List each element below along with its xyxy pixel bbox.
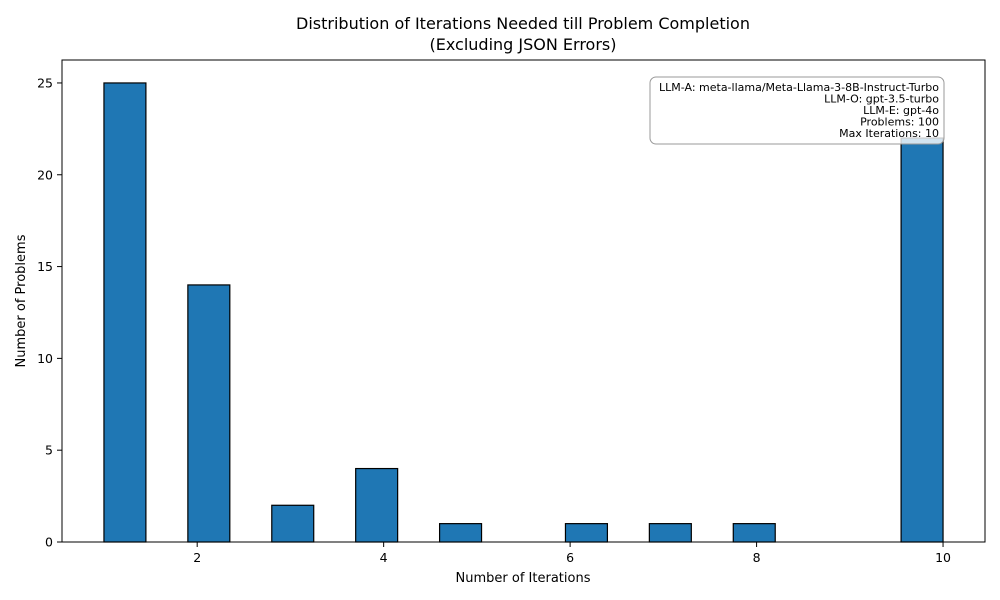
info-annotation-box: LLM-A: meta-llama/Meta-Llama-3-8B-Instru…: [649, 76, 945, 145]
bars-group: [103, 82, 944, 543]
annotation-line-max-iterations: Max Iterations: 10: [839, 127, 939, 140]
y-axis-label: Number of Problems: [14, 234, 29, 367]
bar-4: [438, 523, 483, 543]
bar-7: [732, 523, 776, 543]
y-tick-label: 0: [45, 535, 53, 550]
x-tick-label: 6: [566, 550, 574, 565]
plot-area-frame: [61, 59, 986, 543]
y-tick-label: 20: [37, 167, 53, 182]
y-axis-ticks: 0 5 10 15 20 25: [37, 75, 62, 550]
y-tick-label: 15: [37, 259, 53, 274]
chart-subtitle: (Excluding JSON Errors): [429, 35, 616, 54]
annotation-line-llm-e: LLM-E: gpt-4o: [863, 104, 939, 117]
annotation-background: [649, 76, 945, 145]
x-tick-label: 2: [193, 550, 201, 565]
bar-8: [900, 137, 944, 543]
bar-2: [271, 504, 315, 543]
annotation-line-problems: Problems: 100: [860, 116, 939, 129]
annotation-line-llm-o: LLM-O: gpt-3.5-turbo: [824, 93, 939, 106]
bar-5: [564, 523, 609, 543]
x-axis-label: Number of Iterations: [456, 571, 591, 586]
chart-title: Distribution of Iterations Needed till P…: [296, 14, 750, 33]
bar-3: [355, 467, 399, 543]
annotation-line-llm-a: LLM-A: meta-llama/Meta-Llama-3-8B-Instru…: [659, 81, 939, 94]
x-tick-label: 10: [935, 550, 951, 565]
x-tick-label: 8: [753, 550, 761, 565]
y-tick-label: 5: [45, 443, 53, 458]
x-tick-label: 4: [380, 550, 388, 565]
y-tick-label: 25: [37, 75, 53, 90]
x-axis-ticks: 2 4 6 8 10: [193, 542, 951, 565]
bar-6: [648, 523, 692, 543]
bar-0: [103, 82, 147, 543]
y-tick-label: 10: [37, 351, 53, 366]
bar-1: [187, 284, 231, 543]
